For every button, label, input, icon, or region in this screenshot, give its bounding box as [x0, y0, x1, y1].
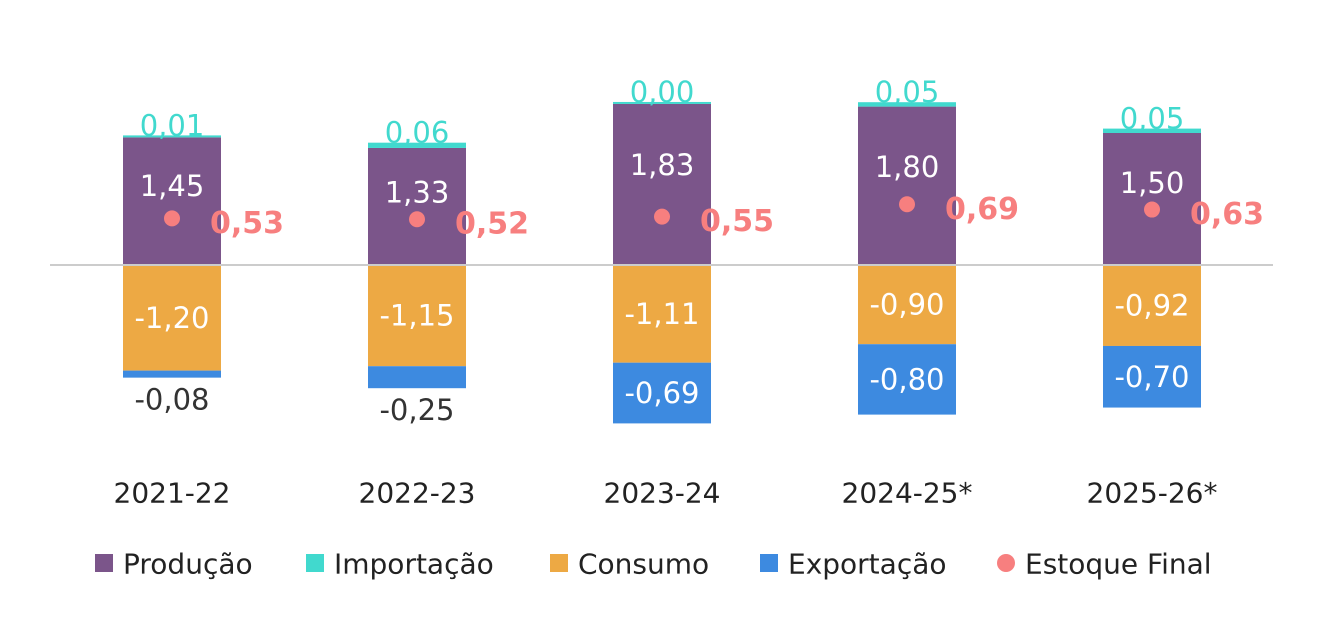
bar-importacao: [123, 135, 221, 138]
bar-importacao: [858, 102, 956, 107]
legend-item-consumo: Consumo: [550, 548, 709, 581]
bar-importacao: [368, 142, 466, 148]
bar-producao: [858, 106, 956, 265]
legend-label: Estoque Final: [1025, 548, 1212, 581]
label-producao: 1,80: [875, 150, 940, 184]
legend-label: Consumo: [578, 548, 709, 581]
legend-swatch: [550, 554, 568, 572]
x-tick-label: 2025-26*: [1087, 477, 1218, 510]
label-estoque-final: 0,69: [945, 192, 1019, 227]
label-estoque-final: 0,52: [455, 207, 529, 242]
bars-layer: [123, 101, 1201, 424]
label-importacao: 0,00: [630, 75, 695, 109]
bar-consumo: [368, 265, 466, 367]
label-estoque-final: 0,53: [210, 206, 284, 241]
legend-swatch: [306, 554, 324, 572]
label-producao: 1,45: [140, 169, 205, 203]
x-axis-ticks: 2021-22 2022-23 2023-24 2024-25* 2025-26*: [114, 477, 1218, 510]
label-estoque-final: 0,55: [700, 204, 774, 239]
marker-estoque-final: [1144, 201, 1160, 218]
legend: Produção Importação Consumo Exportação Estoq…: [95, 548, 1212, 581]
x-tick-label: 2023-24: [604, 477, 721, 510]
bar-exportacao: [613, 362, 711, 424]
x-tick-label: 2022-23: [359, 477, 476, 510]
legend-swatch: [95, 554, 113, 572]
bar-importacao: [1103, 128, 1201, 133]
label-exportacao: -0,70: [1114, 360, 1189, 394]
legend-label: Importação: [334, 548, 494, 581]
label-consumo: -0,90: [869, 288, 944, 322]
label-producao: 1,50: [1120, 166, 1185, 200]
label-exportacao: -0,25: [379, 393, 454, 427]
x-tick-label: 2024-25*: [842, 477, 973, 510]
bar-importacao: [613, 101, 711, 104]
legend-item-estoque-final: Estoque Final: [997, 548, 1212, 581]
bar-exportacao: [1103, 345, 1201, 408]
bar-producao: [123, 137, 221, 265]
bar-consumo: [123, 265, 221, 371]
bar-consumo: [858, 265, 956, 345]
label-consumo: -1,20: [134, 301, 209, 335]
label-consumo: -0,92: [1114, 288, 1189, 322]
legend-swatch: [760, 554, 778, 572]
label-importacao: 0,05: [1120, 102, 1185, 136]
label-importacao: 0,01: [140, 108, 205, 142]
bar-exportacao: [858, 344, 956, 415]
x-tick-label: 2021-22: [114, 477, 231, 510]
marker-estoque-final: [164, 210, 180, 227]
bar-producao: [613, 103, 711, 266]
label-producao: 1,83: [630, 148, 695, 182]
label-exportacao: -0,69: [624, 376, 699, 410]
legend-item-exportacao: Exportação: [760, 548, 947, 581]
legend-label: Exportação: [788, 548, 947, 581]
label-estoque-final: 0,63: [1190, 197, 1264, 232]
label-exportacao: -0,08: [134, 383, 209, 417]
marker-estoque-final: [654, 208, 670, 225]
label-producao: 1,33: [385, 175, 450, 209]
legend-item-importacao: Importação: [306, 548, 494, 581]
legend-swatch: [997, 554, 1015, 572]
legend-item-producao: Produção: [95, 548, 253, 581]
marker-estoque-final: [899, 196, 915, 213]
data-labels-layer: 0,01 1,45 -1,20 -0,08 0,53 0,06 1,33 -1,15 -0,25…: [134, 75, 1264, 427]
bar-consumo: [1103, 265, 1201, 346]
marker-estoque-final: [409, 211, 425, 228]
bar-exportacao: [123, 370, 221, 378]
label-importacao: 0,05: [875, 75, 940, 109]
label-consumo: -1,15: [379, 299, 454, 333]
label-exportacao: -0,80: [869, 362, 944, 396]
bar-exportacao: [368, 366, 466, 389]
bar-producao: [368, 147, 466, 265]
label-consumo: -1,11: [624, 297, 699, 331]
legend-label: Produção: [123, 548, 253, 581]
bar-producao: [1103, 133, 1201, 265]
bar-consumo: [613, 265, 711, 363]
label-importacao: 0,06: [385, 116, 450, 150]
